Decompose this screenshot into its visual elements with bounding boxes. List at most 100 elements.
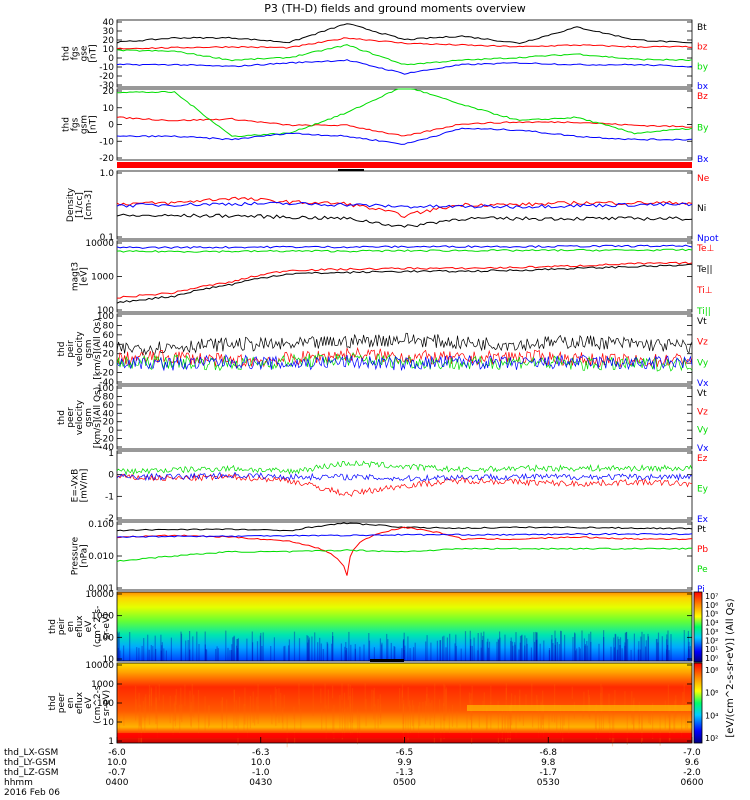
y-axis-label: Pressure (71, 536, 81, 575)
panel-temperature: 10000 1000 100 magt3 [eV] Te⊥ Te|| Ti⊥ Ti|| (71, 239, 715, 317)
x-tick-ly: 9.9 (397, 758, 412, 768)
series-Pi (116, 532, 693, 538)
panel-peer_spec: 10000 1000 100 10 1 thd peer en eflux eV (cm^2-s-s… (48, 661, 693, 748)
colorbar-label: [eV/(cm^2-s-sr-eV)] (All Qs) (725, 598, 736, 737)
y-tick-label: 10 (103, 655, 115, 665)
y-tick-label: -20 (99, 72, 114, 82)
y-axis-label: velocity (75, 331, 85, 367)
y-tick-label: 10 (103, 718, 115, 728)
series-Ex (116, 471, 693, 482)
legend-Ni: Ni (697, 204, 706, 214)
y-axis-label: eV (84, 620, 94, 633)
x-tick-lx: -6.8 (539, 748, 557, 758)
y-tick-label: 0.100 (88, 520, 114, 530)
y-tick-label: -2 (105, 514, 114, 524)
y-tick-label: 80 (103, 392, 115, 402)
y-tick-label: 100 (97, 699, 114, 709)
x-tick-hhmm: 0500 (393, 778, 416, 788)
y-axis-label: fgs (71, 117, 81, 131)
x-tick-hhmm: 0430 (249, 778, 272, 788)
series-Te⊥ (116, 244, 693, 249)
series-Bz (116, 116, 693, 137)
legend-Vx: Vx (697, 379, 709, 389)
colorbar-tick: 10⁴ (705, 711, 718, 720)
y-tick-label: 20 (103, 418, 115, 428)
panel-density: 1.0 0.1 Density [1/cc] [cm-3] Ne Ni Npot (66, 169, 719, 244)
series-Ni (116, 213, 693, 228)
y-axis-label: E=-VxB (71, 469, 81, 503)
x-row-label: thd_LY-GSM (4, 758, 56, 768)
x-tick-lz: -2.0 (683, 768, 701, 778)
legend-Ex: Ex (697, 515, 709, 525)
legend-Bx: Bx (697, 155, 709, 165)
series-Bx (116, 127, 693, 145)
x-tick-lz: -0.7 (108, 768, 126, 778)
y-tick-label: 100 (97, 312, 114, 322)
y-tick-label: 0 (108, 121, 114, 131)
legend-Ne: Ne (697, 174, 710, 184)
y-axis-label: peir (66, 340, 76, 358)
y-axis-label: magt3 (71, 262, 81, 291)
series-Pe (116, 547, 693, 562)
y-tick-label: -30 (99, 81, 114, 91)
y-tick-label: 1000 (91, 680, 114, 690)
y-tick-label: 10000 (85, 590, 114, 600)
panel-frame (116, 170, 693, 240)
y-tick-label: -20 (99, 435, 114, 445)
panel-frame (116, 591, 693, 662)
legend-Ti||: Ti|| (696, 307, 711, 317)
y-axis-label: thd (57, 342, 67, 357)
series-Ey (116, 460, 693, 476)
x-tick-lx: -6.3 (252, 748, 270, 758)
y-axis-label: [1/cc] (75, 192, 85, 218)
legend-Pe: Pe (697, 565, 708, 575)
y-tick-label: 1 (108, 737, 114, 747)
y-axis-label: thd (48, 696, 58, 711)
y-axis-label: sr-eV) (102, 690, 112, 716)
series-bx (116, 59, 693, 75)
legend-Vy: Vy (697, 426, 709, 436)
y-axis-label: peir (57, 617, 67, 635)
y-tick-label: 1000 (91, 273, 114, 283)
y-tick-label: 100 (97, 306, 114, 316)
y-tick-label: -20 (99, 154, 114, 164)
legend-Npot: Npot (697, 234, 719, 244)
legend-bz: bz (697, 43, 708, 53)
panel-pressure: 0.100 0.010 0.001 Pressure [nPa] Pt Pb Pe Pi (71, 520, 709, 595)
y-tick-label: 0 (108, 426, 114, 436)
y-axis-label: en (66, 697, 76, 708)
colorbar-tick: 10⁶ (705, 689, 718, 698)
x-tick-lz: -1.7 (539, 768, 557, 778)
x-tick-lx: -6.0 (108, 748, 126, 758)
y-tick-label: 20 (103, 87, 115, 97)
x-tick-hhmm: 0530 (537, 778, 560, 788)
y-axis-label: [nT] (89, 115, 99, 133)
y-axis-label: eflux (75, 615, 85, 638)
legend-Ti⊥: Ti⊥ (696, 286, 713, 296)
y-tick-label: 30 (103, 27, 115, 37)
x-tick-lx: -6.5 (396, 748, 414, 758)
legend-Vz: Vz (697, 338, 708, 348)
y-tick-label: -10 (99, 137, 114, 147)
series-by (116, 44, 693, 66)
y-axis-label: eV (84, 696, 94, 709)
colorbar-tick: 10² (705, 636, 718, 645)
legend-Ez: Ez (697, 454, 708, 464)
y-axis-label: peer (57, 692, 67, 713)
y-tick-label: 100 (97, 384, 114, 394)
y-tick-label: 1 (108, 449, 114, 459)
y-tick-label: 0.1 (100, 233, 114, 243)
x-tick-ly: 10.0 (107, 758, 127, 768)
y-tick-label: 1.0 (100, 169, 115, 179)
legend-Vz: Vz (697, 407, 708, 417)
y-tick-label: 0.001 (88, 584, 114, 594)
x-tick-hhmm: 0600 (681, 778, 704, 788)
y-axis-label: [mV/m] (80, 469, 90, 503)
y-tick-label: 0 (108, 471, 114, 481)
colorbar-tick: 10² (705, 734, 718, 743)
series-Ti|| (116, 263, 693, 304)
colorbar-tick: 10⁷ (705, 592, 718, 601)
